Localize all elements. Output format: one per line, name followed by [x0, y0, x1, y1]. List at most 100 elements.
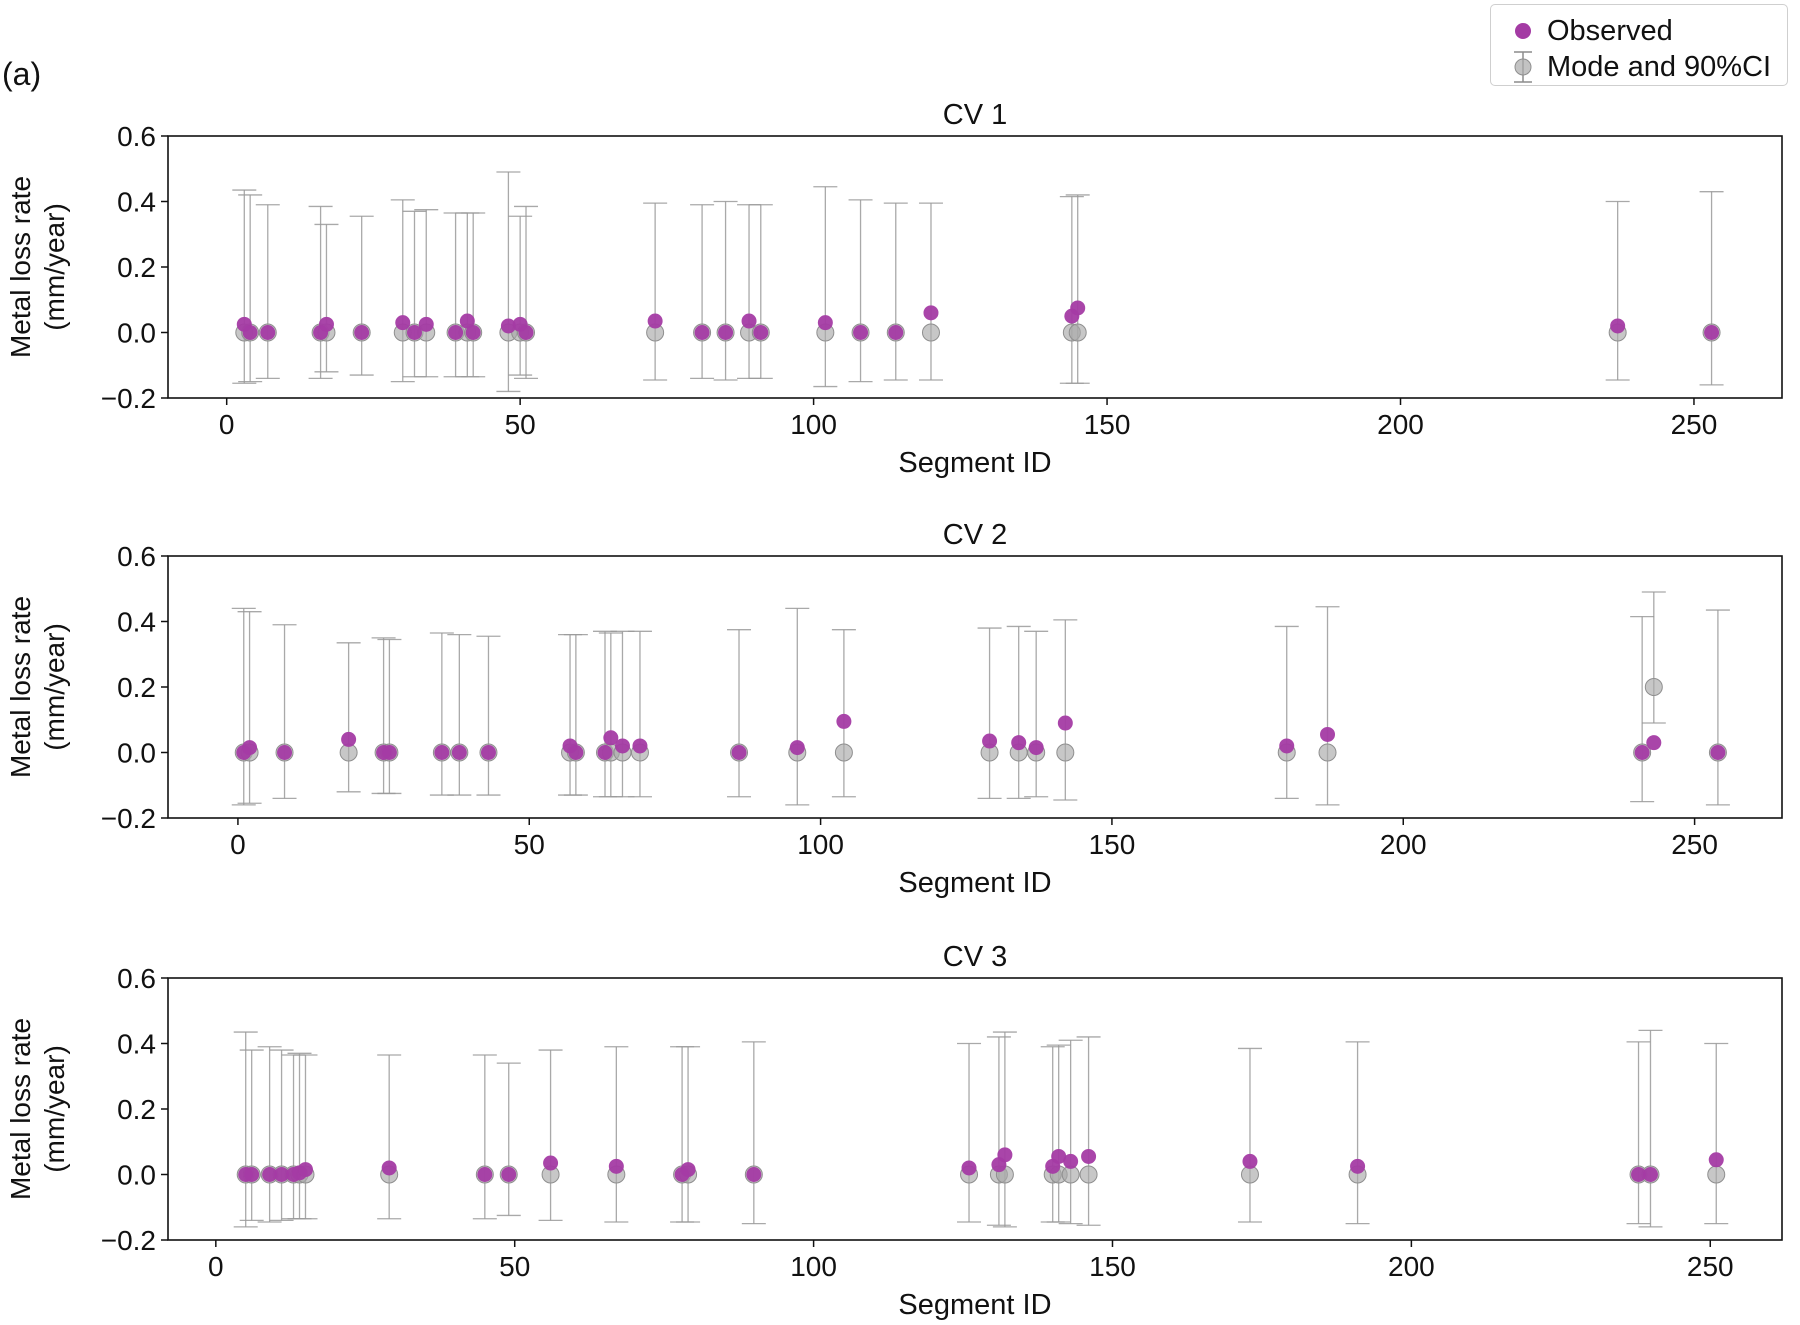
observed-marker: [923, 305, 939, 321]
observed-marker: [354, 325, 370, 340]
y-tick-label: 0.4: [117, 1029, 156, 1060]
y-tick-label: −0.2: [101, 1225, 156, 1256]
mode-marker: [1707, 1165, 1726, 1184]
chart-panel-cv1: CV 1 −0.2 0.0 0.2 0.4 0.6 0 50 100 150 200 250 Segme…: [5, 99, 1783, 479]
observed-marker: [244, 1167, 260, 1182]
ci-errorbar: [992, 1031, 1017, 1228]
chart-title: CV 2: [943, 519, 1007, 551]
ci-errorbar: [269, 1049, 294, 1221]
x-tick-label: 50: [514, 829, 545, 860]
ci-errorbar: [713, 200, 738, 381]
observed-marker: [260, 325, 276, 340]
ci-errorbar: [508, 215, 533, 376]
observed-marker: [1051, 1148, 1067, 1164]
observed-marker: [318, 316, 334, 332]
y-tick-label: 0.6: [117, 541, 156, 572]
ci-errorbar: [349, 215, 374, 376]
ci-errorbar: [598, 632, 623, 798]
observed-marker: [242, 325, 258, 340]
ci-errorbar: [737, 204, 762, 380]
ci-errorbar: [1046, 1044, 1071, 1223]
ci-errorbar: [308, 205, 333, 380]
legend-item-mode-ci: Mode and 90%CI: [1491, 49, 1787, 85]
y-tick-label: 0.2: [117, 252, 156, 283]
observed-marker: [614, 738, 630, 754]
ci-errorbar: [1040, 1046, 1065, 1223]
chart-title: CV 1: [943, 99, 1007, 131]
observed-marker: [680, 1162, 696, 1178]
observed-marker: [418, 316, 434, 332]
ci-errorbar: [287, 1052, 312, 1220]
observed-marker: [1642, 1167, 1658, 1182]
observed-marker: [1610, 318, 1626, 334]
ci-errorbar: [1704, 1042, 1729, 1225]
ci-errorbar: [293, 1054, 318, 1220]
observed-marker: [242, 740, 258, 756]
ci-errorbar: [1705, 609, 1730, 806]
ci-errorbar: [238, 194, 263, 383]
ci-errorbar: [390, 199, 415, 383]
y-tick-label: 0.6: [117, 121, 156, 152]
x-axis-label: Segment ID: [898, 867, 1051, 899]
x-tick-label: 250: [1671, 409, 1718, 440]
ci-errorbar: [604, 1046, 629, 1223]
y-tick-label: 0.0: [117, 738, 156, 769]
observed-marker: [568, 745, 584, 760]
ci-errorbar: [986, 1036, 1011, 1226]
observed-marker: [341, 731, 357, 747]
ci-errorbar: [748, 204, 773, 380]
observed-marker-icon: [1515, 23, 1531, 39]
observed-marker: [1710, 745, 1726, 760]
observed-marker: [381, 1160, 397, 1176]
observed-marker: [888, 325, 904, 340]
observed-marker: [1028, 740, 1044, 756]
mode-marker: [1644, 678, 1663, 696]
ci-errorbar: [447, 633, 472, 796]
mode-marker: [834, 743, 853, 762]
x-axis-label: Segment ID: [898, 447, 1051, 479]
ci-errorbar: [563, 633, 588, 796]
y-tick-label: 0.4: [117, 187, 156, 218]
ci-errorbar: [461, 212, 486, 378]
ci-errorbar: [414, 209, 439, 378]
observed-marker: [465, 325, 481, 340]
chart-panel-cv2: CV 2 −0.2 0.0 0.2 0.4 0.6 0 50 100 150 200 250 Segme…: [5, 519, 1783, 899]
ci-errorbar: [1053, 619, 1078, 801]
observed-marker: [448, 325, 464, 340]
observed-marker: [1057, 715, 1073, 731]
observed-marker: [1631, 1167, 1647, 1182]
y-axis-label-unit: (mm/year): [39, 203, 70, 331]
x-tick-label: 50: [499, 1251, 530, 1282]
ci-errorbar: [476, 635, 501, 796]
mode-marker: [1079, 1165, 1098, 1184]
observed-marker: [381, 745, 397, 760]
ci-errorbar: [1059, 195, 1084, 384]
observed-marker: [718, 325, 734, 340]
mode-marker: [1318, 743, 1337, 762]
ci-errorbar: [690, 204, 715, 380]
ci-errorbar: [643, 202, 668, 381]
ci-errorbar: [272, 624, 297, 799]
x-tick-label: 0: [208, 1251, 224, 1282]
x-tick-label: 0: [219, 409, 235, 440]
legend-label-observed: Observed: [1547, 15, 1673, 47]
observed-marker: [1081, 1148, 1097, 1164]
observed-marker: [789, 740, 805, 756]
observed-marker: [741, 313, 757, 329]
observed-marker: [647, 313, 663, 329]
observed-marker: [459, 313, 475, 329]
plot-frame: [167, 555, 1783, 819]
y-tick-label: 0.0: [117, 1160, 156, 1191]
mode-marker: [1068, 323, 1087, 342]
observed-marker: [961, 1160, 977, 1176]
ci-errorbar: [741, 1041, 766, 1225]
ci-errorbar: [231, 607, 256, 806]
x-tick-label: 250: [1687, 1251, 1734, 1282]
ci-errorbar: [676, 1046, 701, 1223]
ci-errorbar: [918, 202, 943, 381]
observed-marker: [694, 325, 710, 340]
ci-errorbar: [848, 199, 873, 383]
ci-errorbar: [558, 633, 583, 796]
observed-marker: [262, 1167, 278, 1182]
